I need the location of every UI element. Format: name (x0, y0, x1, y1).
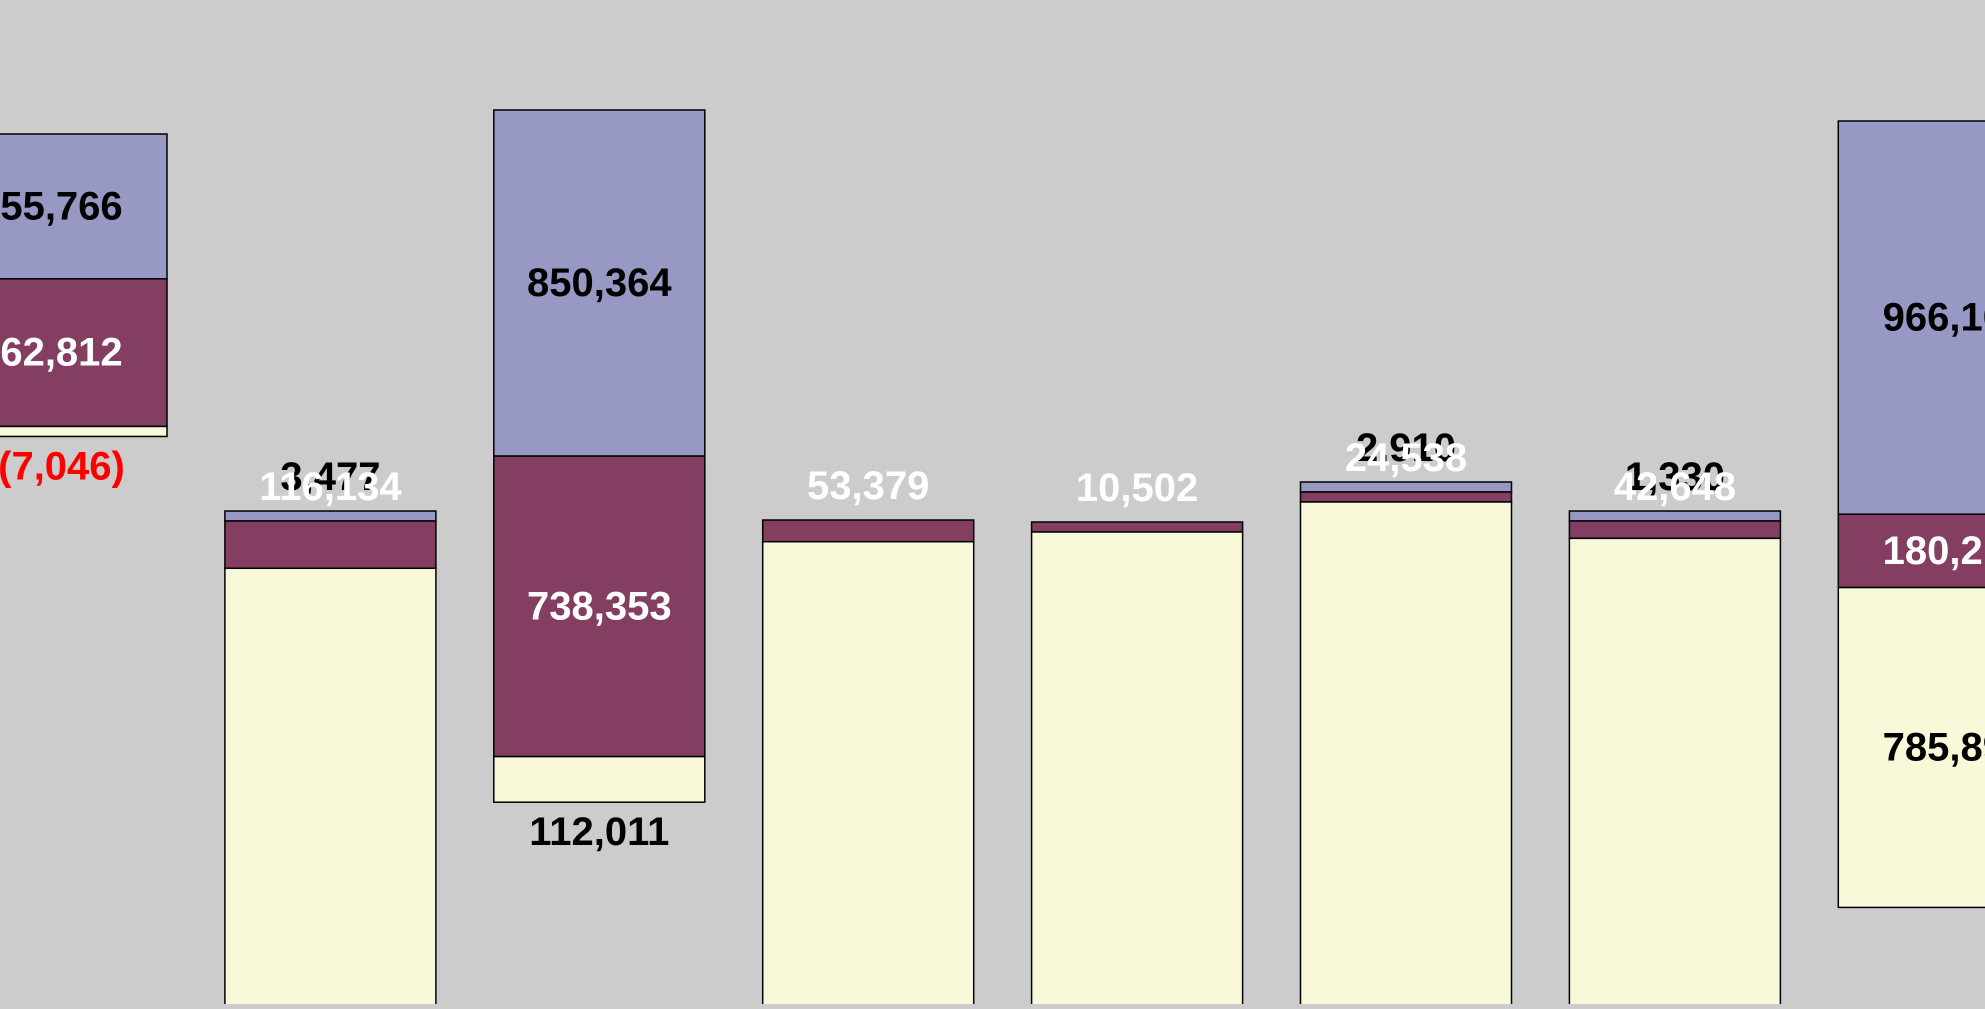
bar-segment-middle-6 (1299, 491, 1513, 503)
bar-segment-bottom-7 (1568, 537, 1782, 1009)
data-label-top-6: 2,910 (1356, 426, 1456, 470)
bar-segment-top-1 (0, 133, 168, 280)
data-label-bottom-1: (7,046) (0, 444, 125, 488)
bar-segment-middle-1 (0, 278, 168, 428)
bar-segment-middle-2 (224, 520, 437, 570)
bar-segment-bottom-1 (0, 425, 168, 438)
data-label-middle-2: 116,134 (259, 465, 402, 509)
bar-segment-bottom-4 (761, 540, 975, 1009)
data-label-middle-8: 180,21 (1883, 529, 1985, 573)
data-label-top-2: 3,477 (280, 455, 380, 499)
bar-segment-middle-7 (1568, 520, 1782, 540)
bar-segment-bottom-5 (1030, 531, 1244, 1009)
data-label-middle-6: 24,538 (1345, 436, 1467, 480)
bar-segment-middle-5 (1030, 521, 1244, 533)
bar-segment-middle-3 (493, 455, 706, 758)
bar-segment-bottom-2 (224, 567, 437, 1009)
bar-segment-top-3 (493, 109, 706, 457)
data-label-middle-1: 62,812 (0, 331, 122, 375)
bar-segment-top-6 (1299, 481, 1513, 493)
data-label-middle-7: 42,648 (1614, 465, 1736, 509)
data-label-middle-3: 738,353 (527, 584, 672, 628)
data-label-top-8: 966,10 (1883, 296, 1985, 340)
bar-segment-middle-4 (761, 519, 975, 543)
bar-segment-bottom-3 (493, 755, 706, 803)
bar-segment-bottom-8 (1837, 586, 1985, 909)
data-label-top-1: 55,766 (0, 184, 122, 228)
bar-segment-top-7 (1568, 510, 1782, 522)
data-label-bottom-3: 112,011 (529, 810, 669, 854)
data-label-top-3: 850,364 (527, 261, 672, 305)
bar-segment-top-2 (224, 510, 437, 522)
bar-segment-top-8 (1837, 120, 1985, 515)
data-label-bottom-8: 785,89 (1883, 725, 1985, 769)
data-label-top-7: 1,330 (1625, 455, 1725, 499)
data-label-middle-5: 10,502 (1076, 466, 1198, 510)
data-label-middle-4: 53,379 (807, 464, 929, 508)
bar-segment-bottom-6 (1299, 501, 1513, 1009)
